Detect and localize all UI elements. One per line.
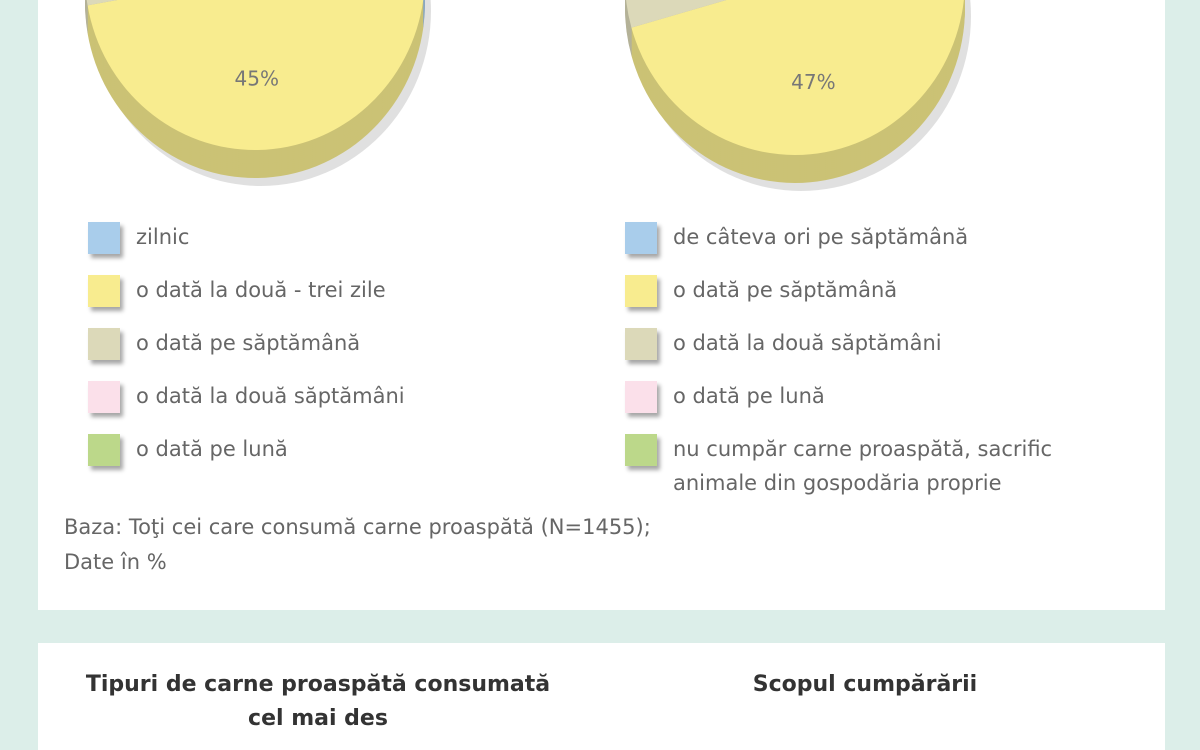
value-label: 45% bbox=[235, 66, 279, 90]
pie-slice bbox=[626, 0, 727, 28]
pie-charts: 45% 47% bbox=[85, 0, 971, 191]
legend-label: o dată la două săptămâni bbox=[136, 384, 405, 408]
legend-label: o dată pe lună bbox=[136, 437, 288, 461]
note: Baza: Toţi cei care consumă carne proasp… bbox=[64, 515, 651, 539]
legend-item: de câteva ori pe săptămână bbox=[625, 222, 968, 254]
legend-swatch bbox=[88, 275, 120, 307]
note: Date în % bbox=[64, 550, 167, 574]
legend-item: o dată la două săptămâni bbox=[625, 328, 942, 360]
legend-swatch bbox=[625, 275, 657, 307]
legend-label: o dată la două săptămâni bbox=[673, 331, 942, 355]
legend-item: o dată pe săptămână bbox=[625, 275, 897, 307]
panel-title: Tipuri de carne proaspătă consumată cel … bbox=[85, 672, 551, 731]
legend-item: o dată la două săptămâni bbox=[88, 381, 405, 413]
legend-label: nu cumpăr carne proaspătă, sacrific anim… bbox=[673, 437, 1053, 495]
legend-swatch bbox=[625, 222, 657, 254]
pie-slice bbox=[87, 0, 424, 150]
pie-slice bbox=[631, 0, 964, 155]
legend-item: o dată pe lună bbox=[625, 381, 825, 413]
legend-item: nu cumpăr carne proaspătă, sacrific anim… bbox=[625, 434, 1113, 500]
legend-swatch bbox=[88, 328, 120, 360]
pie-slice bbox=[86, 0, 118, 6]
legend-item: o dată la două - trei zile bbox=[88, 275, 386, 307]
legend-swatch bbox=[88, 434, 120, 466]
legend-swatch bbox=[625, 434, 657, 466]
bottom-panel bbox=[38, 643, 1165, 750]
panel-title: Scopul cumpărării bbox=[752, 672, 978, 697]
legend-swatch bbox=[625, 381, 657, 413]
legend-item: o dată pe săptămână bbox=[88, 328, 360, 360]
legend-label: o dată pe săptămână bbox=[136, 331, 361, 355]
legend-swatch bbox=[88, 222, 120, 254]
legend-swatch bbox=[88, 381, 120, 413]
value-label: 47% bbox=[791, 70, 835, 94]
legend-label: de câteva ori pe săptămână bbox=[673, 225, 969, 249]
legend-label: o dată pe lună bbox=[673, 384, 825, 408]
legend-label: zilnic bbox=[136, 225, 190, 249]
legend-item: zilnic bbox=[88, 222, 189, 254]
legend-swatch bbox=[625, 328, 657, 360]
legend-item: o dată pe lună bbox=[88, 434, 288, 466]
legend-label: o dată pe săptămână bbox=[673, 278, 898, 302]
legend-label: o dată la două - trei zile bbox=[136, 278, 386, 302]
